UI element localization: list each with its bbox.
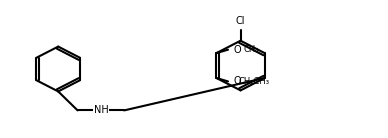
Text: O: O xyxy=(233,45,241,55)
Text: Cl: Cl xyxy=(236,16,245,26)
Text: NH: NH xyxy=(94,105,108,115)
Text: O: O xyxy=(233,76,241,86)
Text: CH₂CH₃: CH₂CH₃ xyxy=(239,77,270,86)
Text: CH₃: CH₃ xyxy=(244,45,259,54)
